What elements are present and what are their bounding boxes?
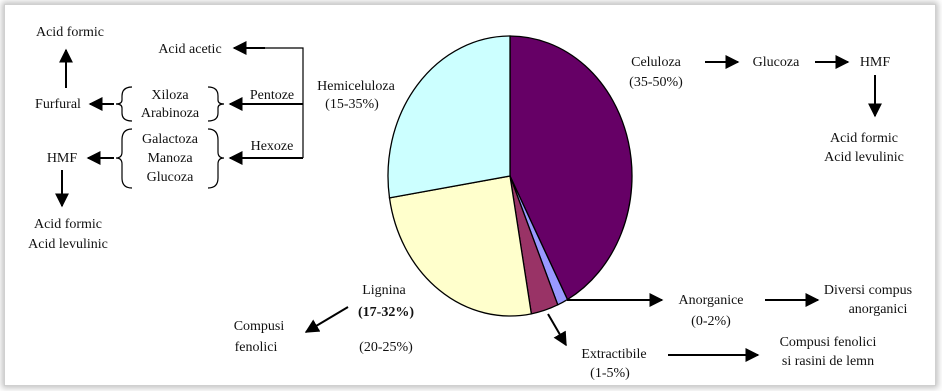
compusi-fenolici-right-label: Compusi fenolici [780, 335, 877, 350]
celuloza-label: Celuloza [631, 55, 682, 70]
arabinoza-label: Arabinoza [141, 106, 200, 121]
pie-slice-celuloza [509, 35, 633, 301]
fenolici-label: fenolici [235, 340, 278, 355]
glucoza-left-label: Glucoza [147, 170, 194, 185]
extractibile-range: (1-5%) [590, 366, 630, 381]
arrow-pie-to-extractibile [547, 313, 567, 347]
hexoze-label: Hexoze [251, 139, 294, 154]
lignina-range-secondary: (20-25%) [359, 340, 413, 355]
anorganici-label: anorganici [849, 302, 908, 317]
hemiceluloza-range: (15-35%) [325, 97, 379, 112]
lignina-range-primary: (17-32%) [358, 305, 414, 320]
anorganice-label: Anorganice [678, 293, 743, 308]
manoza-label: Manoza [147, 151, 193, 166]
pentoze-left-brace [115, 86, 133, 122]
pie-slice-hemiceluloza [387, 35, 511, 199]
acid-formic-top-label: Acid formic [36, 25, 104, 40]
hexoze-right-brace [207, 128, 225, 189]
xiloza-label: Xiloza [151, 88, 189, 103]
galactoza-label: Galactoza [142, 132, 199, 147]
compusi-label: Compusi [234, 319, 285, 334]
arrow-lignina-to-compusi [304, 306, 349, 333]
celuloza-range: (35-50%) [629, 75, 683, 90]
hexoze-left-brace [115, 128, 133, 189]
rasini-de-lemn-label: si rasini de lemn [782, 354, 874, 369]
furfural-label: Furfural [35, 97, 81, 112]
diversi-compus-label: Diversi compus [824, 283, 912, 298]
pentoze-label: Pentoze [250, 88, 294, 103]
glucoza-right-label: Glucoza [753, 55, 800, 70]
acid-formic-bottom-label: Acid formic [34, 217, 102, 232]
hmf-left-label: HMF [47, 151, 78, 166]
composition-pie-chart [387, 35, 633, 317]
lignina-label: Lignina [362, 283, 406, 298]
pentoze-right-brace [207, 86, 225, 122]
hemiceluloza-label: Hemiceluloza [317, 79, 396, 94]
acid-levulinic-right-label: Acid levulinic [824, 150, 904, 165]
acid-formic-right-label: Acid formic [830, 131, 898, 146]
anorganice-range: (0-2%) [691, 314, 731, 329]
acid-levulinic-bottom-label: Acid levulinic [28, 237, 108, 252]
pie-slice-lignina [388, 175, 533, 317]
hmf-right-label: HMF [860, 55, 891, 70]
extractibile-label: Extractibile [581, 347, 646, 362]
acid-acetic-label: Acid acetic [158, 42, 221, 57]
